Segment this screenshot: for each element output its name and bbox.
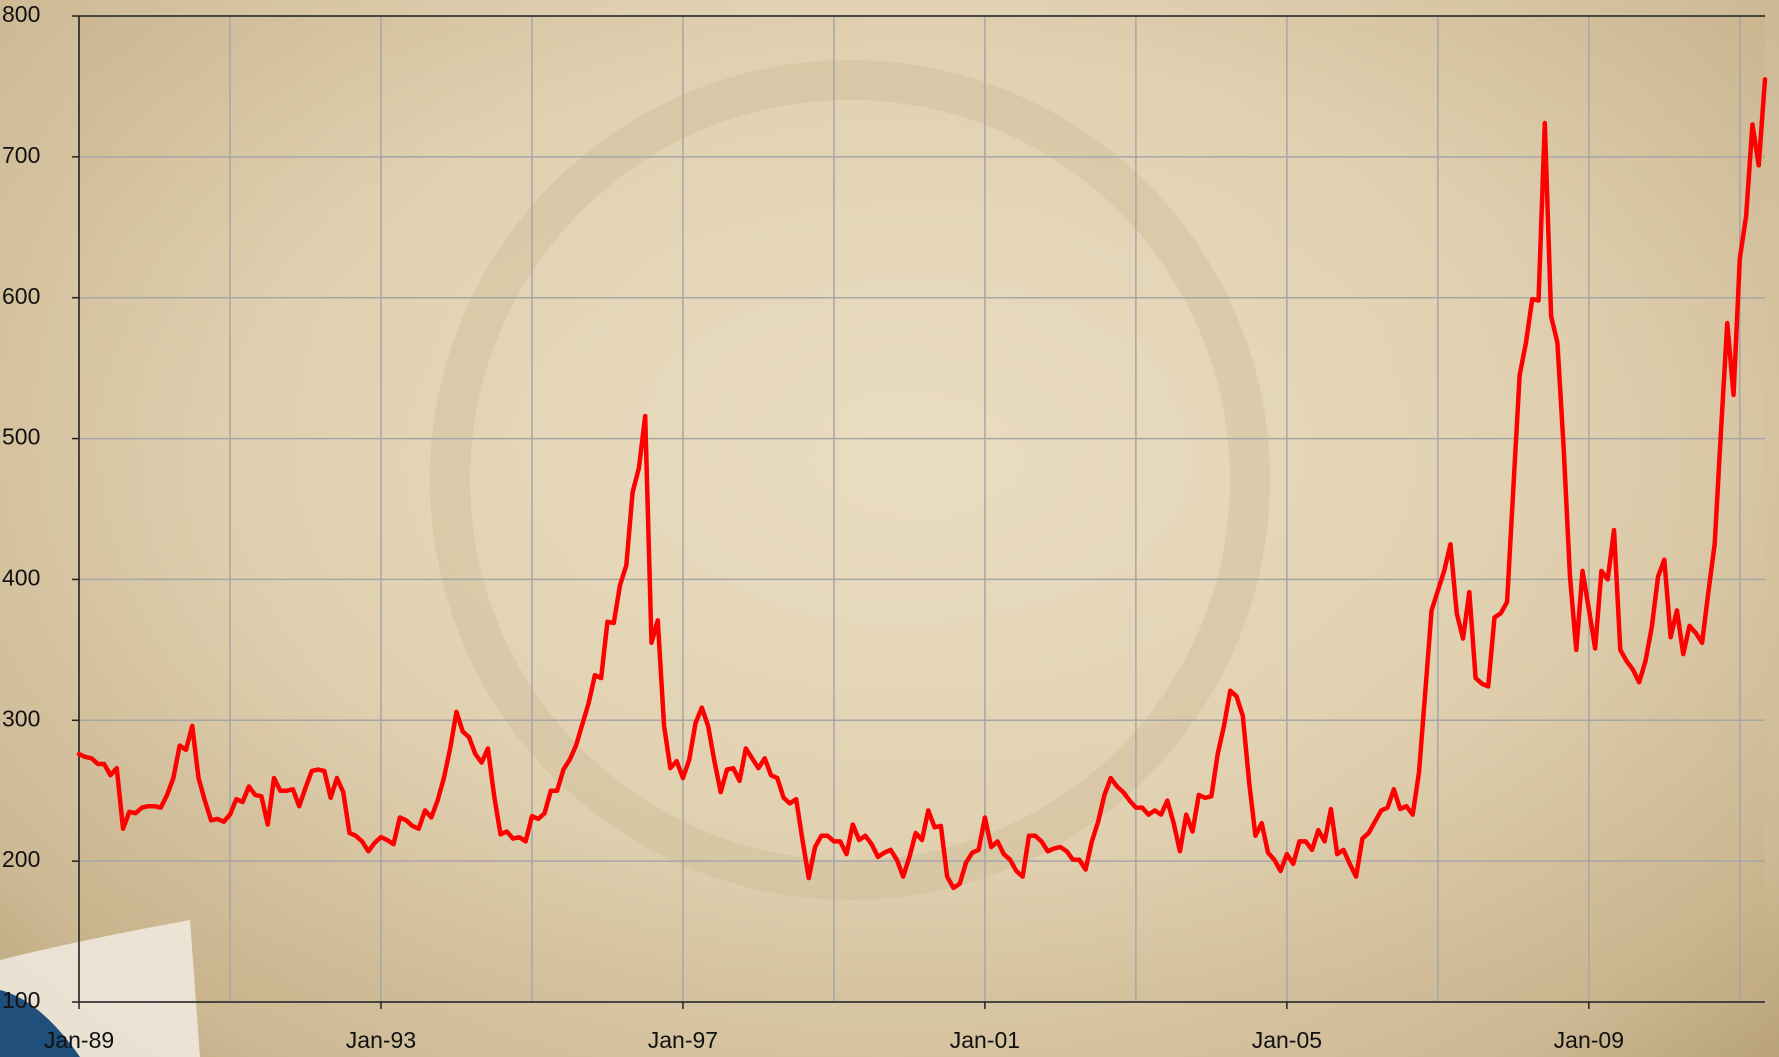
y-tick-label: 200 — [2, 846, 40, 872]
y-tick-label: 100 — [2, 987, 40, 1013]
x-tick-label: Jan-01 — [950, 1027, 1020, 1053]
y-tick-label: 300 — [2, 705, 40, 731]
page: 100 200 300 400 500 600 700 800 Jan-89 Jan-93 Jan-… — [0, 0, 1779, 1057]
x-tick-label: Jan-97 — [648, 1027, 718, 1053]
x-tick-label: Jan-89 — [44, 1027, 114, 1053]
y-tick-label: 400 — [2, 565, 40, 591]
y-tick-label: 500 — [2, 424, 40, 450]
y-tick-label: 700 — [2, 142, 40, 168]
y-tick-label: 600 — [2, 283, 40, 309]
x-tick-label: Jan-09 — [1554, 1027, 1624, 1053]
chart: 100 200 300 400 500 600 700 800 Jan-89 Jan-93 Jan-… — [0, 0, 1779, 1057]
x-tick-label: Jan-05 — [1252, 1027, 1322, 1053]
x-tick-label: Jan-93 — [346, 1027, 416, 1053]
y-tick-label: 800 — [2, 1, 40, 27]
